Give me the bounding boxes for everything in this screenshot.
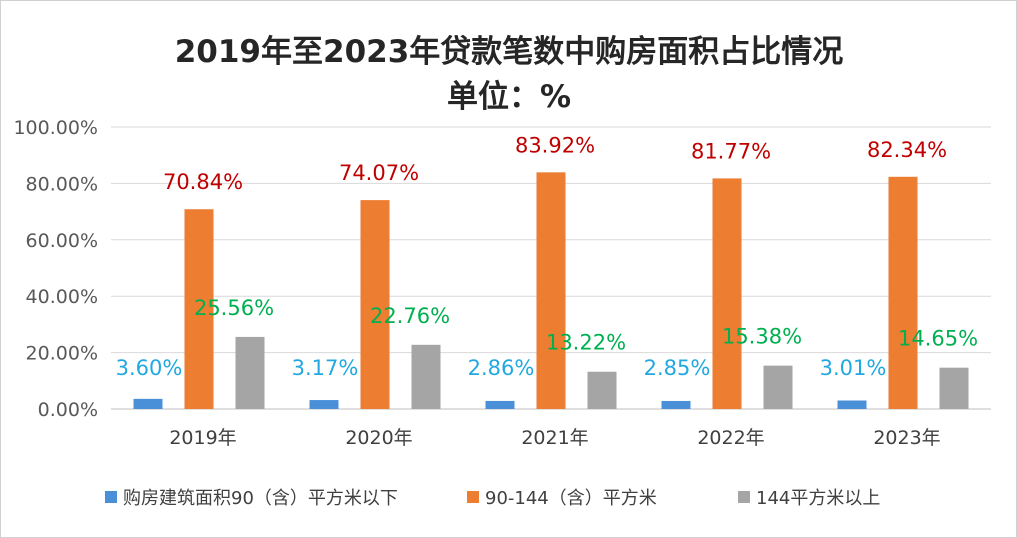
- data-label: 25.56%: [194, 296, 274, 320]
- bar: [888, 176, 918, 409]
- y-tick-label: 20.00%: [26, 343, 98, 365]
- data-label: 74.07%: [339, 161, 419, 185]
- x-axis-categories: 2019年 2020年 2021年 2022年 2023年: [169, 427, 940, 449]
- bar: [411, 344, 441, 409]
- data-label: 70.84%: [163, 170, 243, 194]
- bar: [939, 367, 969, 409]
- legend-label: 90-144（含）平方米: [485, 488, 657, 509]
- data-label: 22.76%: [370, 304, 450, 328]
- bar: [763, 365, 793, 409]
- data-label: 14.65%: [898, 327, 978, 351]
- bars: [133, 172, 969, 409]
- data-label: 81.77%: [691, 139, 771, 163]
- x-category-label: 2021年: [521, 427, 588, 449]
- bar: [184, 209, 214, 409]
- data-label: 13.22%: [546, 331, 626, 355]
- chart-subtitle: 单位：%: [447, 79, 571, 115]
- data-label: 83.92%: [515, 133, 595, 157]
- bar: [235, 336, 265, 409]
- y-tick-label: 60.00%: [26, 230, 98, 252]
- chart-title: 2019年至2023年贷款笔数中购房面积占比情况: [175, 34, 844, 70]
- legend-swatch: [105, 491, 117, 503]
- y-tick-label: 40.00%: [26, 286, 98, 308]
- legend-swatch: [467, 491, 479, 503]
- bar: [360, 200, 390, 409]
- x-category-label: 2020年: [345, 427, 412, 449]
- y-tick-label: 100.00%: [13, 117, 98, 139]
- data-label: 3.17%: [292, 356, 359, 380]
- data-label: 2.85%: [644, 356, 711, 380]
- data-label: 3.60%: [116, 356, 183, 380]
- bar: [536, 172, 566, 409]
- x-category-label: 2023年: [873, 427, 940, 449]
- bar: [837, 400, 867, 409]
- bar: [712, 178, 742, 409]
- x-category-label: 2019年: [169, 427, 236, 449]
- bar: [587, 371, 617, 409]
- y-tick-label: 80.00%: [26, 173, 98, 195]
- data-label: 82.34%: [867, 138, 947, 162]
- legend-swatch: [738, 491, 750, 503]
- y-tick-label: 0.00%: [38, 399, 98, 421]
- bar: [133, 398, 163, 409]
- data-label: 15.38%: [722, 325, 802, 349]
- data-labels: 3.60% 70.84% 25.56% 3.17% 74.07% 22.76% 2.86% 8…: [116, 133, 978, 380]
- bar: [485, 400, 515, 409]
- legend-label: 购房建筑面积90（含）平方米以下: [123, 488, 398, 509]
- legend: 购房建筑面积90（含）平方米以下 90-144（含）平方米 144平方米以上: [105, 488, 880, 509]
- data-label: 2.86%: [468, 356, 535, 380]
- legend-label: 144平方米以上: [756, 488, 880, 509]
- bar: [661, 400, 691, 409]
- data-label: 3.01%: [820, 356, 887, 380]
- x-category-label: 2022年: [697, 427, 764, 449]
- y-axis-ticks: 0.00% 20.00% 40.00% 60.00% 80.00% 100.00%: [13, 117, 98, 421]
- bar: [309, 400, 339, 409]
